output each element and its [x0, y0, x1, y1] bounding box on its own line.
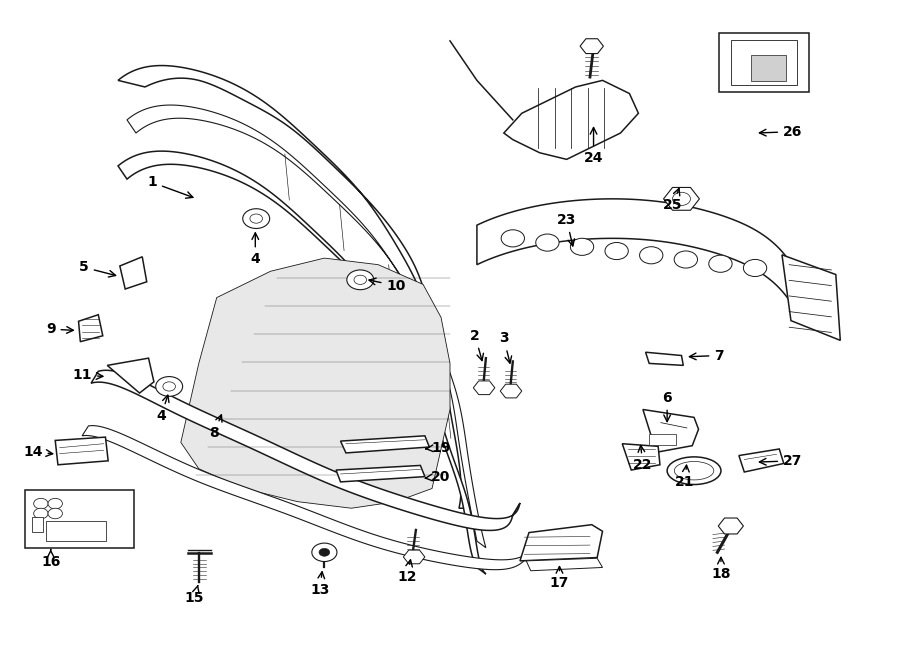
Polygon shape [782, 254, 841, 340]
Polygon shape [127, 105, 486, 548]
Polygon shape [181, 258, 450, 508]
Polygon shape [473, 381, 495, 395]
Circle shape [640, 247, 663, 264]
Text: 2: 2 [470, 329, 483, 360]
Bar [751, 55, 787, 81]
Circle shape [501, 230, 525, 247]
Text: 9: 9 [46, 322, 73, 336]
Bar [24, 490, 134, 548]
Polygon shape [82, 426, 537, 570]
Text: 17: 17 [550, 566, 569, 590]
Text: 19: 19 [426, 441, 451, 455]
Polygon shape [622, 444, 660, 470]
Circle shape [156, 377, 183, 397]
Circle shape [33, 508, 48, 519]
Text: 27: 27 [760, 454, 803, 468]
Text: 6: 6 [662, 391, 672, 422]
Bar [32, 518, 42, 532]
Polygon shape [500, 384, 522, 398]
Circle shape [674, 251, 698, 268]
Circle shape [571, 238, 594, 255]
Polygon shape [107, 358, 154, 393]
Text: 3: 3 [499, 331, 511, 363]
Polygon shape [403, 550, 425, 564]
Text: 15: 15 [184, 586, 204, 605]
Circle shape [346, 270, 374, 290]
Bar [719, 33, 809, 93]
Circle shape [709, 255, 732, 272]
Polygon shape [118, 65, 470, 508]
Text: 20: 20 [426, 469, 451, 484]
Text: 22: 22 [634, 446, 652, 473]
Text: 18: 18 [711, 557, 731, 581]
Circle shape [319, 549, 329, 557]
Text: 12: 12 [397, 560, 417, 584]
Bar [46, 522, 106, 541]
Polygon shape [91, 370, 520, 530]
Circle shape [163, 382, 176, 391]
Bar [649, 434, 676, 445]
Polygon shape [336, 465, 425, 482]
Polygon shape [739, 449, 784, 472]
Text: 21: 21 [675, 465, 695, 489]
Polygon shape [78, 315, 103, 342]
Text: 25: 25 [662, 188, 682, 212]
Text: 8: 8 [209, 415, 222, 440]
Polygon shape [120, 256, 147, 289]
Text: 5: 5 [79, 260, 115, 277]
Circle shape [48, 508, 62, 519]
Polygon shape [643, 409, 698, 452]
Text: 23: 23 [557, 213, 576, 246]
Polygon shape [55, 437, 108, 465]
Ellipse shape [667, 457, 721, 485]
Circle shape [354, 275, 366, 284]
Polygon shape [118, 151, 486, 574]
Circle shape [48, 498, 62, 509]
Polygon shape [663, 188, 699, 210]
Text: 13: 13 [310, 572, 329, 597]
Circle shape [605, 243, 628, 260]
Circle shape [311, 543, 337, 562]
Text: 10: 10 [369, 278, 406, 293]
Polygon shape [504, 81, 638, 159]
Polygon shape [580, 39, 603, 54]
Circle shape [33, 498, 48, 509]
Text: 1: 1 [148, 175, 193, 198]
Text: 14: 14 [23, 445, 53, 459]
Polygon shape [526, 559, 602, 570]
Polygon shape [718, 518, 743, 534]
Text: 4: 4 [250, 233, 260, 266]
Circle shape [672, 192, 690, 206]
Polygon shape [520, 525, 602, 561]
Polygon shape [340, 436, 429, 453]
Circle shape [243, 209, 270, 229]
Ellipse shape [674, 461, 714, 480]
Circle shape [743, 259, 767, 276]
Text: 16: 16 [41, 549, 60, 569]
Text: 4: 4 [157, 395, 169, 423]
Text: 26: 26 [760, 125, 803, 139]
Bar [731, 40, 797, 85]
Polygon shape [645, 352, 683, 366]
Circle shape [536, 234, 559, 251]
Text: 7: 7 [689, 348, 724, 362]
Polygon shape [477, 199, 800, 317]
Text: 11: 11 [72, 368, 103, 382]
Text: 24: 24 [584, 128, 603, 165]
Circle shape [250, 214, 263, 223]
